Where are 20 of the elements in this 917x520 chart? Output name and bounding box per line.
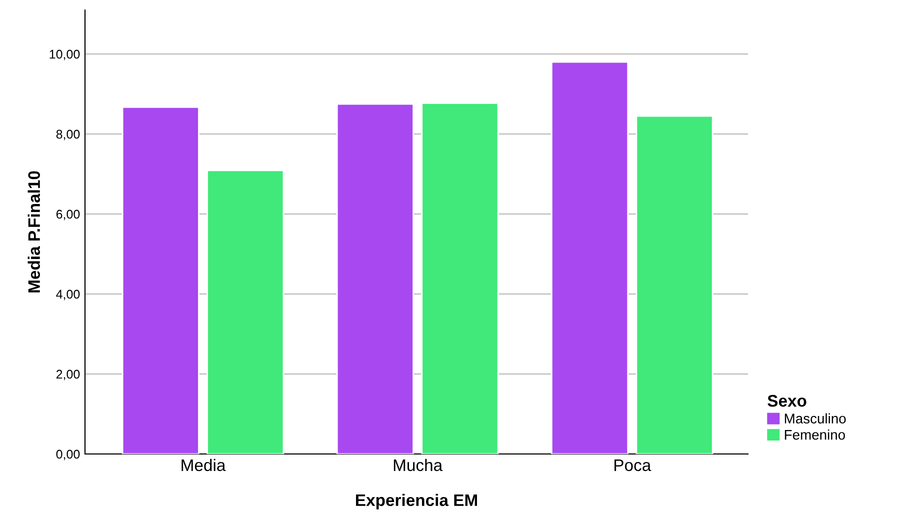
y-tick-label: 2,00	[56, 370, 80, 380]
y-tick-label: 6,00	[56, 210, 80, 220]
bar	[206, 170, 284, 454]
x-tick-label: Mucha	[394, 458, 443, 472]
bar	[421, 102, 499, 454]
bar	[336, 103, 414, 454]
x-axis-title: Experiencia EM	[356, 494, 477, 510]
legend-title: Sexo	[768, 394, 806, 407]
x-tick-label: Poca	[614, 459, 652, 472]
bar	[550, 61, 629, 454]
y-tick-label: 4,00	[56, 290, 80, 300]
legend-label: Femenino	[784, 430, 845, 440]
y-tick-label: 8,00	[56, 130, 80, 140]
y-axis-title: Media P.Final10	[28, 171, 40, 292]
bar	[122, 106, 200, 454]
bar	[636, 115, 714, 454]
y-tick-label: 10,00	[50, 50, 80, 60]
x-tick-label: Media	[182, 458, 226, 472]
legend-label: Masculino	[784, 413, 846, 424]
y-tick-label: 0,00	[56, 450, 80, 460]
